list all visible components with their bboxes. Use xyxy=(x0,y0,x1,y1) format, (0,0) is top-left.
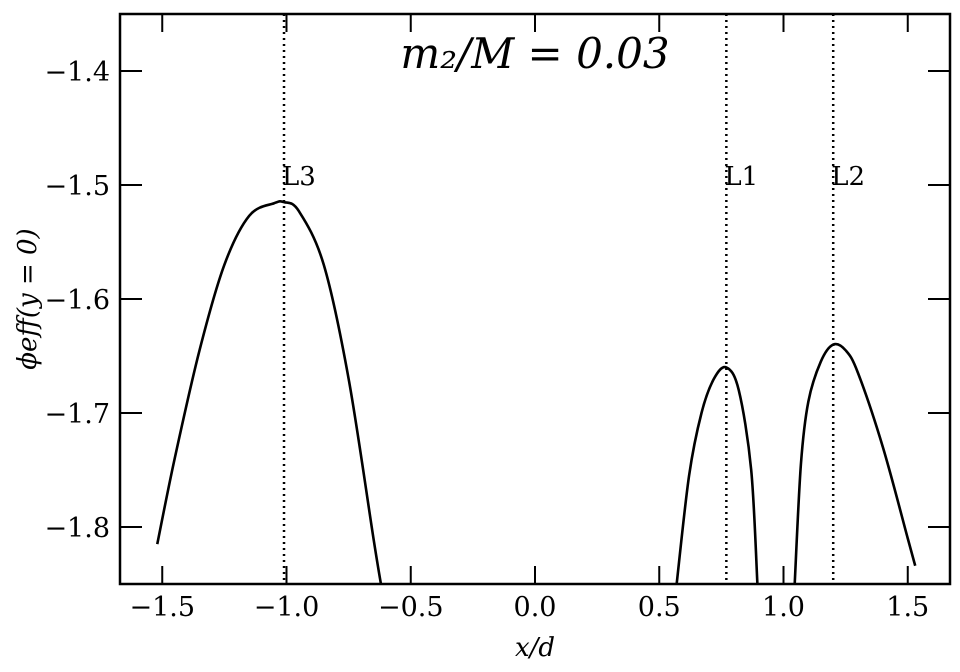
lagrange-label-l2: L2 xyxy=(831,162,865,192)
y-tick-label: −1.5 xyxy=(44,171,110,202)
x-tick-label: 1.5 xyxy=(886,592,929,623)
x-tick-label: 1.0 xyxy=(762,592,805,623)
tick-layer: −1.5 −1.0 −0.5 0.0 0.5 1.0 1.5 −1.4 −1.5 −1.6 −1.7… xyxy=(44,14,950,623)
y-tick-label: −1.7 xyxy=(44,399,110,430)
y-tick-label: −1.8 xyxy=(44,513,110,544)
x-tick-label: 0.5 xyxy=(638,592,681,623)
x-tick-label: −0.5 xyxy=(378,592,444,623)
lagrange-label-l3: L3 xyxy=(282,162,316,192)
series-line-2 xyxy=(675,365,759,585)
series-line-3 xyxy=(793,342,917,585)
x-tick-label: −1.5 xyxy=(129,592,195,623)
series-layer xyxy=(156,199,917,585)
lagrange-label-l1: L1 xyxy=(724,162,758,192)
vline-layer: L3 L1 L2 xyxy=(282,14,865,584)
plot-frame xyxy=(118,12,952,586)
x-tick-label: −1.0 xyxy=(254,592,320,623)
y-tick-label: −1.6 xyxy=(44,285,110,316)
x-axis-label: x/d xyxy=(515,633,555,663)
x-tick-label: 0.0 xyxy=(514,592,557,623)
series-line-1 xyxy=(156,199,383,585)
chart-title: m₂/M = 0.03 xyxy=(400,29,669,78)
y-tick-label: −1.4 xyxy=(44,57,110,88)
y-axis-label: ϕeff(y = 0) xyxy=(13,228,43,369)
